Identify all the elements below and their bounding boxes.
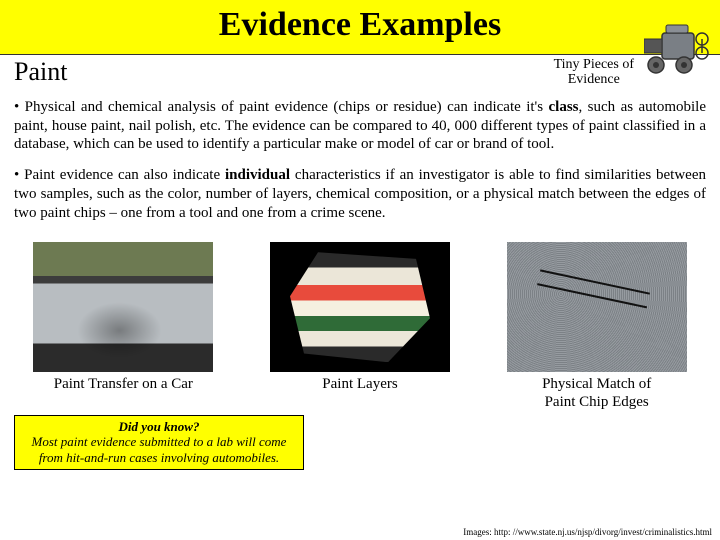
images-row: Paint Transfer on a Car Paint Layers Phy…	[0, 238, 720, 411]
bold-individual: individual	[225, 167, 290, 183]
body-text: • Physical and chemical analysis of pain…	[0, 94, 720, 239]
factbox-body: Most paint evidence submitted to a lab w…	[32, 434, 287, 465]
image-col-3: Physical Match of Paint Chip Edges	[487, 242, 706, 411]
caption-3: Physical Match of Paint Chip Edges	[542, 376, 651, 411]
caption-1: Paint Transfer on a Car	[54, 376, 193, 393]
image-col-2: Paint Layers	[251, 242, 470, 393]
subtitle-right: Tiny Pieces of Evidence	[554, 57, 634, 88]
camera-icon	[644, 19, 714, 75]
image-credit: Images: http: //www.state.nj.us/njsp/div…	[463, 527, 712, 537]
image-paint-transfer	[33, 242, 213, 372]
car-bumper-graphic	[33, 242, 213, 372]
caption-2: Paint Layers	[322, 376, 397, 393]
subtitle-right-line1: Tiny Pieces of	[554, 57, 634, 72]
image-col-1: Paint Transfer on a Car	[14, 242, 233, 393]
title-bar: Evidence Examples	[0, 0, 720, 55]
factbox-lead: Did you know?	[119, 419, 200, 434]
bullet-2: • Paint evidence can also indicate indiv…	[14, 166, 706, 222]
subtitle-right-line2: Evidence	[568, 72, 620, 87]
image-chip-edges	[507, 242, 687, 372]
subtitle-left: Paint	[14, 57, 554, 87]
bottom-row: Did you know? Most paint evidence submit…	[0, 411, 720, 470]
bullet-1: • Physical and chemical analysis of pain…	[14, 98, 706, 154]
page-title: Evidence Examples	[0, 6, 720, 44]
bold-class: class	[549, 99, 579, 115]
image-paint-layers	[270, 242, 450, 372]
did-you-know-box: Did you know? Most paint evidence submit…	[14, 415, 304, 470]
subtitle-row: Paint Tiny Pieces of Evidence	[0, 55, 720, 94]
chip-edges-graphic	[507, 242, 687, 372]
paint-layers-graphic	[290, 252, 430, 362]
